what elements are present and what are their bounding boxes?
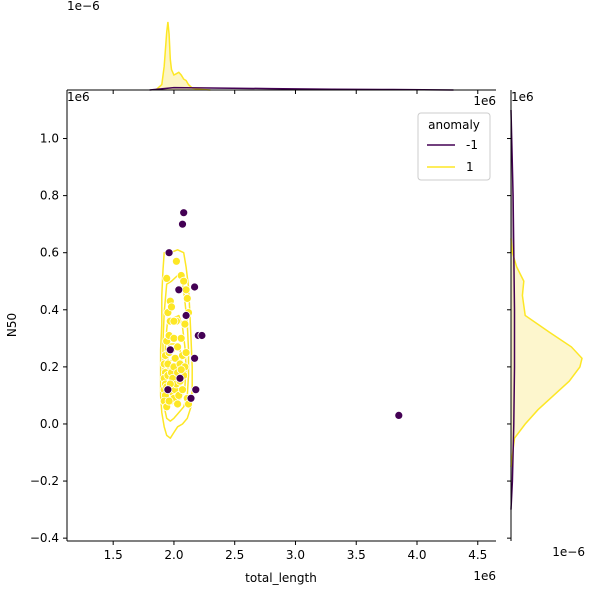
point-anomaly-pos-46: [181, 285, 191, 295]
x-tick-label-3: 3.0: [286, 548, 305, 562]
x-tick-label-6: 4.5: [468, 548, 487, 562]
y-tick-label-7: 1.0: [40, 132, 59, 146]
point-anomaly-pos-37: [176, 333, 186, 343]
point-anomaly-neg-11: [163, 385, 173, 395]
point-anomaly-pos-55: [169, 316, 179, 326]
y-tick-label-1: −0.2: [30, 474, 59, 488]
axis-frame: [66, 90, 496, 542]
x-tick-label-4: 3.5: [347, 548, 366, 562]
point-anomaly-neg-8: [165, 345, 175, 355]
right-marginal-kde-line-pos: [510, 238, 583, 467]
legend-box: [417, 112, 491, 181]
point-anomaly-pos-42: [179, 276, 189, 286]
point-anomaly-pos-28: [171, 256, 181, 266]
x-tick-label-0: 1.5: [104, 548, 123, 562]
y-tick-label-0: −0.4: [30, 531, 59, 545]
top-marginal-axes: [67, 21, 496, 94]
y-tick-label-4: 0.4: [40, 303, 59, 317]
legend: anomaly -1 1: [417, 112, 491, 181]
point-anomaly-pos-0: [162, 273, 172, 283]
point-anomaly-neg-12: [191, 385, 201, 395]
top-marginal-kde-line-pos: [155, 21, 211, 91]
right-marginal-kde-fill-pos: [511, 238, 582, 467]
top-marginal-kde-fill-pos: [155, 22, 211, 90]
y-axis-label: N50: [5, 313, 19, 337]
axis-ticks: 1.5 2.0 2.5 3.0 3.5 4.0 4.5 −0.4 −0.2 0.0 0.2 0.4 0.…: [30, 132, 487, 562]
point-anomaly-pos-31: [173, 342, 183, 352]
top-marginal-offset-label: 1e−6: [67, 0, 100, 13]
point-anomaly-neg-5: [181, 311, 191, 320]
point-anomaly-pos-45: [181, 348, 191, 358]
point-anomaly-neg-1: [178, 219, 187, 229]
x-axis-label: total_length: [245, 571, 317, 585]
point-anomaly-neg-4: [174, 285, 184, 295]
point-anomaly-pos-25: [169, 333, 179, 343]
point-anomaly-neg-14: [394, 410, 404, 420]
y-offset-label: 1e6: [67, 90, 90, 104]
right-marginal-top-label: 1e6: [511, 90, 534, 104]
y-tick-label-5: 0.6: [40, 246, 59, 260]
scatter-points: [159, 208, 404, 420]
legend-label-neg: -1: [466, 138, 478, 152]
point-anomaly-neg-7: [197, 331, 207, 340]
point-anomaly-neg-10: [175, 373, 185, 383]
x-tick-label-1: 2.0: [164, 548, 183, 562]
point-anomaly-neg-9: [190, 353, 200, 363]
x-tick-label-2: 2.5: [225, 548, 244, 562]
point-anomaly-pos-53: [173, 399, 183, 409]
point-anomaly-neg-2: [164, 248, 174, 258]
point-anomaly-pos-43: [180, 319, 190, 329]
y-tick-label-6: 0.8: [40, 189, 59, 203]
point-anomaly-pos-40: [178, 385, 187, 395]
y-tick-label-3: 0.2: [40, 360, 59, 374]
top-marginal-right-label: 1e6: [473, 94, 496, 108]
right-marginal-bottom-label: 1e−6: [552, 545, 585, 559]
main-axes: 1.5 2.0 2.5 3.0 3.5 4.0 4.5 −0.4 −0.2 0.0 0.2 0.4 0.…: [30, 90, 496, 562]
point-anomaly-neg-3: [190, 282, 200, 292]
right-marginal-kde-line-neg: [510, 109, 516, 510]
x-offset-label: 1e6: [473, 569, 496, 583]
point-anomaly-pos-56: [167, 302, 176, 312]
point-anomaly-neg-0: [179, 208, 189, 218]
legend-label-pos: 1: [466, 160, 474, 174]
point-anomaly-pos-51: [164, 396, 174, 406]
right-marginal-axes: [507, 90, 583, 541]
point-anomaly-pos-54: [176, 365, 186, 375]
legend-title: anomaly: [428, 118, 480, 132]
kde-contour-0: [159, 249, 193, 439]
point-anomaly-neg-13: [186, 393, 196, 403]
y-tick-label-2: 0.0: [40, 417, 59, 431]
point-anomaly-pos-47: [182, 293, 192, 303]
x-tick-label-5: 4.0: [407, 548, 426, 562]
